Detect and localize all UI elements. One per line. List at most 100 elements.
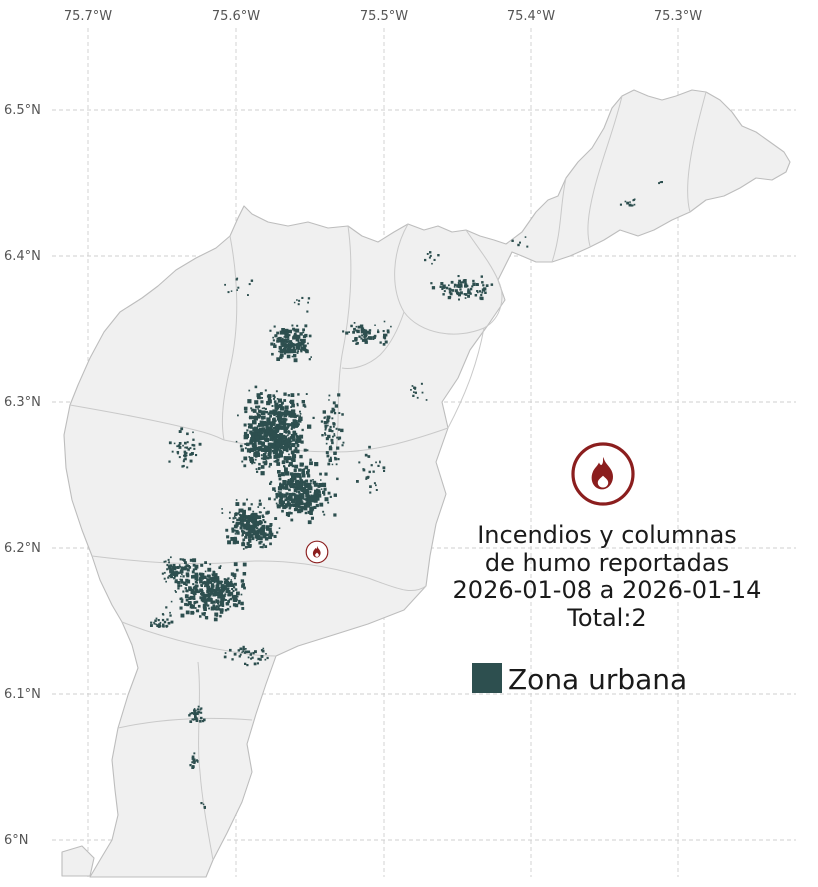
urban-zone-dot xyxy=(231,658,234,661)
urban-zone-dot xyxy=(479,296,483,300)
urban-zone-dot xyxy=(287,441,292,446)
urban-zone-dot xyxy=(277,470,281,474)
urban-zone-dot xyxy=(426,253,429,255)
urban-zone-dot xyxy=(290,512,293,515)
urban-zone-dot xyxy=(265,429,270,433)
urban-zone-dot xyxy=(471,285,474,288)
urban-zone-dot xyxy=(338,436,342,440)
urban-zone-dot xyxy=(377,330,380,334)
urban-zone-dot xyxy=(241,530,246,535)
urban-zone-dot xyxy=(453,283,457,287)
urban-zone-dot xyxy=(255,539,258,542)
urban-zone-dot xyxy=(279,445,284,450)
urban-zone-dot xyxy=(283,439,286,442)
urban-zone-dot xyxy=(293,301,296,304)
urban-zone-dot xyxy=(308,334,312,338)
urban-zone-dot xyxy=(261,397,263,399)
urban-zone-dot xyxy=(274,517,278,520)
urban-zone-dot xyxy=(194,584,198,588)
urban-zone-dot xyxy=(367,455,371,458)
urban-zone-dot xyxy=(293,337,297,340)
urban-zone-dot xyxy=(296,324,299,327)
urban-zone-dot xyxy=(288,453,290,456)
urban-zone-dot xyxy=(276,331,279,335)
urban-zone-dot xyxy=(206,590,210,594)
urban-zone-dot xyxy=(274,446,280,451)
urban-zone-dot xyxy=(659,181,662,183)
urban-zone-dot xyxy=(223,587,227,590)
urban-zone-dot xyxy=(315,503,319,508)
urban-zone-dot xyxy=(328,458,332,462)
urban-zone-dot xyxy=(283,347,286,350)
urban-zone-dot xyxy=(267,431,271,436)
urban-zone-dot xyxy=(414,387,417,390)
urban-zone-dot xyxy=(341,413,344,416)
urban-zone-dot xyxy=(153,622,156,625)
urban-zone-dot xyxy=(262,647,265,650)
urban-zone-dot xyxy=(296,402,299,405)
urban-zone-dot xyxy=(463,293,466,296)
urban-zone-dot xyxy=(181,598,184,601)
urban-zone-dot xyxy=(336,436,339,439)
urban-zone-dot xyxy=(517,243,520,247)
urban-zone-dot xyxy=(161,613,164,616)
urban-zone-dot xyxy=(288,411,292,416)
urban-zone-dot xyxy=(212,604,216,607)
urban-zone-dot xyxy=(244,545,248,549)
urban-zone-dot xyxy=(276,414,279,417)
urban-zone-dot xyxy=(247,507,252,511)
urban-zone-dot xyxy=(188,566,192,569)
urban-zone-dot xyxy=(235,440,238,443)
urban-zone-dot xyxy=(247,535,251,539)
urban-zone-dot xyxy=(363,333,366,336)
urban-zone-dot xyxy=(163,571,166,574)
urban-zone-dot xyxy=(180,580,184,584)
urban-zone-dot xyxy=(328,394,331,397)
urban-zone-dot xyxy=(181,573,183,576)
urban-zone-dot xyxy=(383,469,386,472)
urban-zone-dot xyxy=(253,432,258,437)
urban-zone-dot xyxy=(196,761,199,763)
urban-zone-dot xyxy=(287,431,291,435)
urban-zone-dot xyxy=(267,394,272,398)
urban-zone-dot xyxy=(296,334,301,339)
urban-zone-dot xyxy=(241,518,244,520)
urban-zone-dot xyxy=(464,297,467,299)
urban-zone-dot xyxy=(210,587,212,589)
municipality-border xyxy=(394,223,503,335)
urban-zone-dot xyxy=(300,349,303,352)
urban-zone-dot xyxy=(326,454,330,458)
urban-zone-dot xyxy=(288,461,293,466)
urban-zone-dot xyxy=(279,482,282,485)
urban-zone-dot xyxy=(293,350,296,354)
urban-zone-dot xyxy=(239,526,243,530)
urban-zone-dot xyxy=(281,441,285,445)
urban-zone-dot xyxy=(199,708,202,711)
urban-zone-dot xyxy=(241,651,243,653)
urban-zone-dot xyxy=(175,591,177,593)
region-polygons xyxy=(61,89,791,878)
urban-zone-dot xyxy=(250,514,254,518)
urban-zone-dot xyxy=(307,504,310,508)
urban-zone-dot xyxy=(433,258,436,261)
urban-zone-dot xyxy=(451,289,455,292)
urban-zone-dot xyxy=(230,580,233,584)
urban-zone-dot xyxy=(302,490,307,495)
urban-zone-dot xyxy=(464,284,468,288)
urban-zone-dot xyxy=(321,482,327,487)
urban-zone-dot xyxy=(258,449,261,452)
urban-zone-dot xyxy=(202,598,207,603)
urban-zone-dot xyxy=(295,435,299,438)
urban-zone-dot xyxy=(284,342,287,345)
urban-zone-dot xyxy=(293,507,298,512)
urban-zone-dot xyxy=(290,518,294,522)
urban-zone-dot xyxy=(425,399,428,401)
urban-zone-dot xyxy=(219,590,223,595)
urban-zone-dot xyxy=(168,566,172,570)
urban-zone-dot xyxy=(290,484,294,488)
urban-zone-dot xyxy=(217,602,220,605)
urban-zone-dot xyxy=(273,400,277,403)
urban-zone-dot xyxy=(463,279,467,283)
urban-zone-dot xyxy=(457,283,460,285)
urban-zone-dot xyxy=(260,527,264,531)
